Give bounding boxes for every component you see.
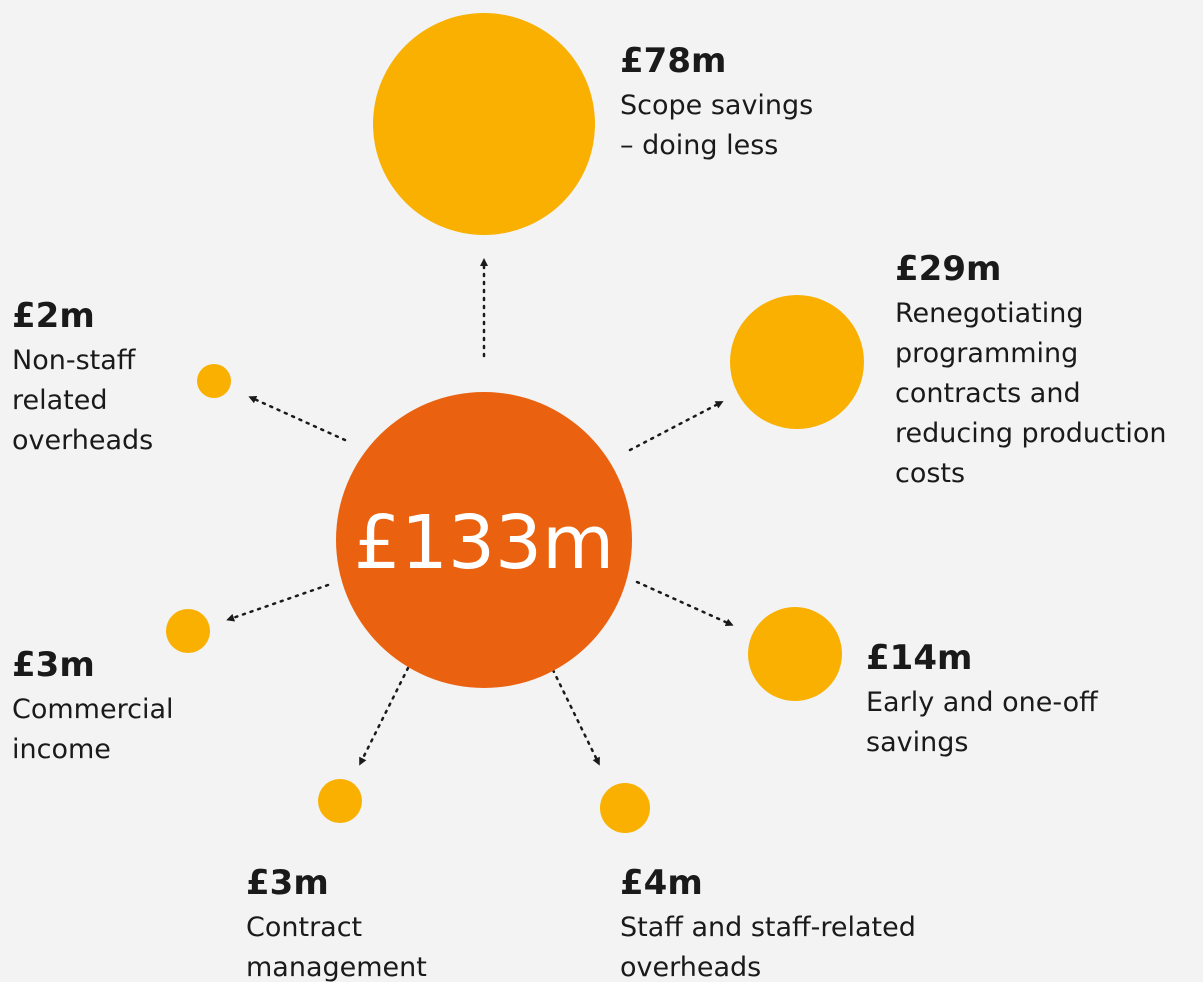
- description: Commercial: [12, 694, 174, 725]
- description: overheads: [620, 952, 761, 982]
- arrow: [248, 396, 347, 442]
- description: savings: [866, 727, 968, 758]
- bubble: [730, 295, 864, 429]
- description: overheads: [12, 425, 153, 456]
- arrow: [635, 580, 734, 626]
- description: reducing production: [895, 418, 1167, 449]
- amount: £78m: [620, 41, 726, 81]
- description: Non-staff: [12, 345, 137, 376]
- center-label: £133m: [354, 500, 614, 586]
- arrow: [551, 668, 600, 766]
- description: management: [246, 952, 427, 982]
- arrow: [226, 583, 330, 622]
- bubble: [373, 13, 595, 235]
- description: Renegotiating: [895, 298, 1084, 329]
- description: Early and one-off: [866, 687, 1099, 718]
- description: income: [12, 734, 111, 765]
- labels: £78m Scope savings – doing less £29m Renegot…: [12, 41, 1167, 982]
- amount: £29m: [895, 249, 1001, 289]
- bubble: [600, 783, 650, 833]
- center-bubble: [336, 392, 632, 688]
- amount: £14m: [866, 638, 972, 678]
- arrows: [226, 258, 734, 766]
- bubble: [318, 779, 362, 823]
- amount: £2m: [12, 296, 95, 336]
- arrow: [359, 666, 410, 766]
- description: contracts and: [895, 378, 1081, 409]
- amount: £3m: [246, 863, 329, 903]
- bubbles: [166, 13, 864, 833]
- description: related: [12, 385, 108, 416]
- amount: £4m: [620, 863, 703, 903]
- amount: £3m: [12, 645, 95, 685]
- bubble: [197, 364, 231, 398]
- description: Contract: [246, 912, 362, 943]
- description: costs: [895, 458, 965, 489]
- description: programming: [895, 338, 1078, 369]
- bubble: [748, 607, 842, 701]
- description: – doing less: [620, 130, 778, 161]
- description: Staff and staff-related: [620, 912, 916, 943]
- description: Scope savings: [620, 90, 813, 121]
- arrow: [628, 401, 724, 452]
- bubble: [166, 609, 210, 653]
